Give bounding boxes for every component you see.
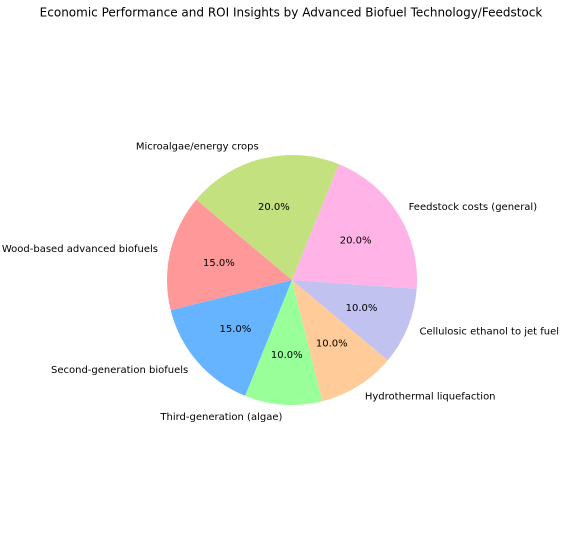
value-label: 20.0%	[340, 235, 372, 246]
slice-label: Microalgae/energy crops	[136, 142, 259, 153]
value-label: 15.0%	[220, 324, 252, 335]
pie-slice	[292, 280, 417, 361]
slice-label: Cellulosic ethanol to jet fuel	[419, 327, 559, 338]
pie-slice	[245, 280, 323, 405]
pie-slice	[170, 280, 292, 396]
value-label: 10.0%	[316, 339, 348, 350]
value-label: 10.0%	[346, 303, 378, 314]
slice-label: Second-generation biofuels	[51, 365, 188, 376]
pie-slice	[292, 280, 388, 402]
slice-label: Wood-based advanced biofuels	[2, 244, 158, 255]
value-label: 10.0%	[271, 350, 303, 361]
pie-slice	[167, 199, 292, 311]
value-label: 20.0%	[258, 202, 290, 213]
slice-label: Feedstock costs (general)	[409, 202, 538, 213]
slice-label: Third-generation (algae)	[159, 412, 282, 423]
pie-slice	[292, 164, 417, 289]
slice-label: Hydrothermal liquefaction	[365, 392, 496, 403]
pie-slice	[196, 154, 339, 280]
chart-title: Economic Performance and ROI Insights by…	[40, 6, 543, 20]
value-label: 15.0%	[203, 258, 235, 269]
